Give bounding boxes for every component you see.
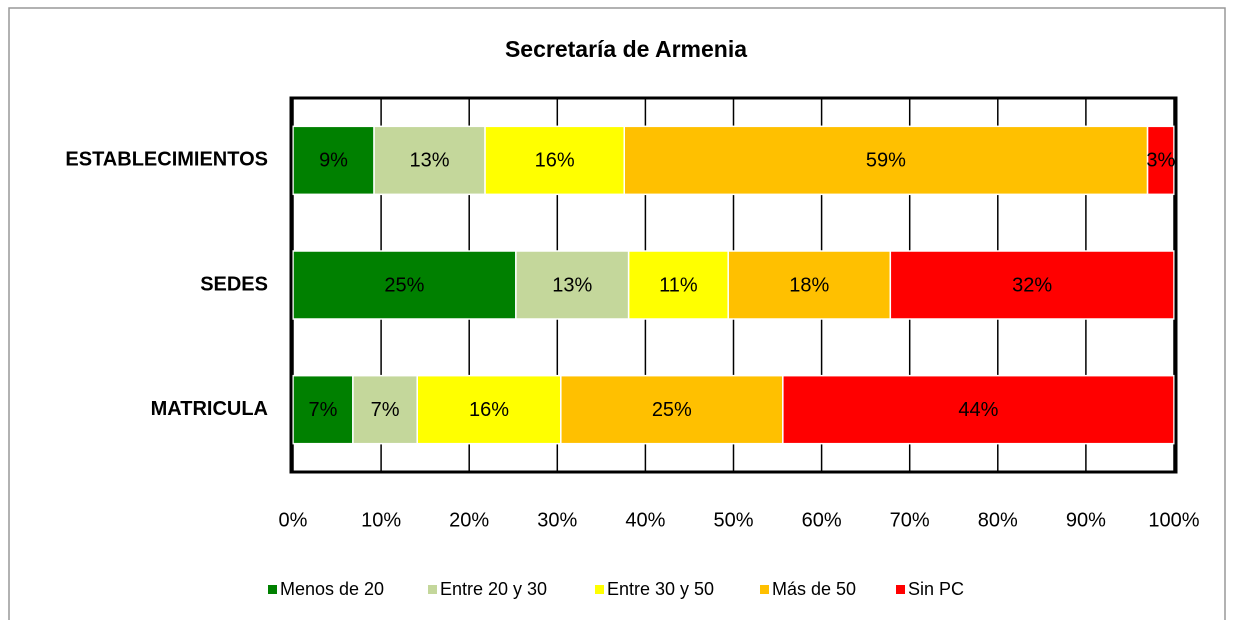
bar-segment <box>889 250 1175 320</box>
legend-swatch <box>760 585 769 594</box>
legend-label: Entre 30 y 50 <box>607 579 714 599</box>
legend-label: Entre 20 y 30 <box>440 579 547 599</box>
bar-segment <box>782 374 1175 445</box>
x-tick-label: 0% <box>279 509 308 531</box>
x-tick-label: 90% <box>1066 509 1106 531</box>
y-tick-label: SEDES <box>200 273 268 295</box>
x-tick-label: 50% <box>713 509 753 531</box>
data-label: 7% <box>371 399 400 421</box>
bar-segment <box>515 250 630 320</box>
chart-title: Secretaría de Armenia <box>505 36 747 62</box>
data-label: 7% <box>309 399 338 421</box>
data-label: 13% <box>552 274 592 296</box>
x-tick-label: 10% <box>361 509 401 531</box>
bar-segment <box>292 250 517 320</box>
data-label: 32% <box>1012 274 1052 296</box>
data-label: 13% <box>410 150 450 172</box>
data-label: 16% <box>535 150 575 172</box>
data-label: 25% <box>384 274 424 296</box>
chart-border <box>8 7 1226 620</box>
x-tick-label: 80% <box>978 509 1018 531</box>
x-tick-label: 30% <box>537 509 577 531</box>
bar-segment <box>484 125 626 196</box>
bar-segment <box>292 125 375 196</box>
x-tick-label: 40% <box>625 509 665 531</box>
bar-segment <box>292 374 354 445</box>
legend-swatch <box>268 585 277 594</box>
bar-segment <box>623 125 1149 196</box>
legend-label: Menos de 20 <box>280 579 384 599</box>
y-tick-label: MATRICULA <box>151 398 268 420</box>
data-label: 59% <box>866 150 906 172</box>
bar-segment <box>373 125 486 196</box>
legend-label: Más de 50 <box>772 579 856 599</box>
x-tick-label: 60% <box>802 509 842 531</box>
y-tick-label: ESTABLECIMIENTOS <box>65 149 268 171</box>
bar-segment <box>1146 125 1175 196</box>
bar-segment <box>416 374 562 445</box>
data-label: 3% <box>1146 150 1175 172</box>
bar-segment <box>560 374 784 445</box>
plot-border <box>289 96 1178 474</box>
bar-segment <box>727 250 892 320</box>
legend-label: Sin PC <box>908 579 964 599</box>
x-tick-label: 20% <box>449 509 489 531</box>
data-label: 18% <box>789 274 829 296</box>
legend-swatch <box>595 585 604 594</box>
legend-swatch <box>896 585 905 594</box>
data-label: 44% <box>958 399 998 421</box>
x-tick-label: 100% <box>1148 509 1199 531</box>
data-label: 11% <box>659 274 698 296</box>
x-tick-label: 70% <box>890 509 930 531</box>
data-label: 16% <box>469 399 509 421</box>
data-label: 9% <box>319 150 348 172</box>
legend-swatch <box>428 585 437 594</box>
data-label: 25% <box>652 399 692 421</box>
